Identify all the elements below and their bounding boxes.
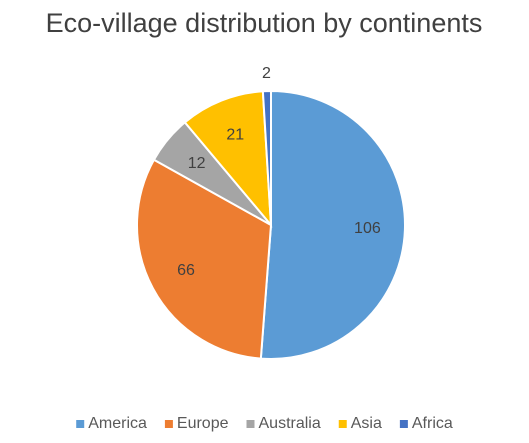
legend-label: Europe	[177, 415, 229, 432]
pie-slice	[259, 89, 407, 360]
legend-swatch	[76, 420, 85, 428]
legend-label: Asia	[351, 415, 382, 432]
data-label: 66	[177, 262, 195, 279]
data-label: 12	[188, 155, 206, 172]
legend-swatch	[164, 420, 173, 428]
legend-label: America	[88, 415, 147, 432]
data-label: 106	[354, 220, 381, 237]
chart-title: Eco-village distribution by continents	[46, 8, 483, 38]
pie-slice	[261, 89, 272, 226]
data-label: 2	[262, 65, 271, 82]
legend-label: Africa	[412, 415, 453, 432]
legend-label: Australia	[259, 415, 321, 432]
legend-swatch	[338, 420, 347, 428]
pie-slice	[136, 158, 273, 360]
data-label: 21	[226, 127, 244, 144]
legend-swatch	[246, 420, 255, 428]
legend-swatch	[399, 420, 408, 428]
pie-slice	[183, 90, 273, 228]
